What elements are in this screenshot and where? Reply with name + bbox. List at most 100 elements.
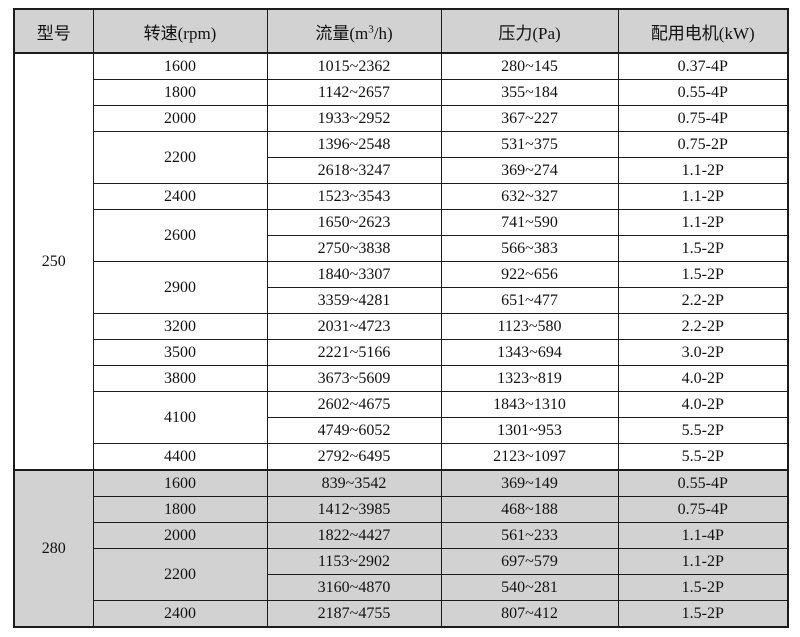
pressure-cell: 280~145 xyxy=(440,52,619,80)
header-flow: 流量(m3/h) xyxy=(266,8,442,54)
flow-cell: 2031~4723 xyxy=(266,313,442,340)
pressure-cell: 632~327 xyxy=(440,183,619,210)
flow-cell: 1840~3307 xyxy=(266,261,442,288)
table-row: 2200 1396~2548 531~375 0.75-2P xyxy=(14,131,789,184)
motor-cell: 0.37-4P xyxy=(617,52,789,80)
pressure-cell: 355~184 xyxy=(440,79,619,106)
pressure-cell: 1843~1310 xyxy=(440,391,619,418)
pressure-cell: 540~281 xyxy=(440,574,619,601)
pressure-cell: 531~375 xyxy=(440,131,619,158)
header-speed: 转速(rpm) xyxy=(92,8,268,54)
pressure-cell: 2123~1097 xyxy=(440,443,619,471)
motor-cell: 0.75-4P xyxy=(617,105,789,132)
flow-cell: 2792~6495 xyxy=(266,443,442,471)
flow-cell: 1933~2952 xyxy=(266,105,442,132)
pressure-cell: 468~188 xyxy=(440,496,619,523)
header-row: 型号 转速(rpm) 流量(m3/h) 压力(Pa) 配用电机(kW) xyxy=(13,8,789,54)
flow-cell: 2750~3838 xyxy=(266,235,442,262)
table-row: 2400 1523~3543 632~327 1.1-2P xyxy=(14,183,789,210)
pressure-cell: 651~477 xyxy=(440,287,619,314)
speed-cell: 4100 xyxy=(92,391,268,444)
speed-cell: 2900 xyxy=(92,261,268,314)
flow-cell: 2618~3247 xyxy=(266,157,442,184)
pressure-cell: 697~579 xyxy=(440,548,619,575)
model-cell: 250 xyxy=(13,52,94,471)
table-row: 2400 2187~4755 807~412 1.5-2P xyxy=(14,600,789,628)
motor-cell: 3.0-2P xyxy=(617,339,789,366)
speed-cell: 1800 xyxy=(92,79,268,106)
flow-cell: 4749~6052 xyxy=(266,417,442,444)
motor-cell: 1.5-2P xyxy=(617,235,789,262)
pressure-cell: 1301~953 xyxy=(440,417,619,444)
motor-cell: 1.5-2P xyxy=(617,261,789,288)
speed-cell: 1800 xyxy=(92,496,268,523)
motor-cell: 5.5-2P xyxy=(617,417,789,444)
table-row: 1800 1412~3985 468~188 0.75-4P xyxy=(14,496,789,523)
motor-cell: 1.5-2P xyxy=(617,600,789,628)
motor-cell: 0.75-2P xyxy=(617,131,789,158)
motor-cell: 1.1-2P xyxy=(617,209,789,236)
flow-cell: 2221~5166 xyxy=(266,339,442,366)
speed-cell: 2000 xyxy=(92,105,268,132)
pressure-cell: 1343~694 xyxy=(440,339,619,366)
table-row: 1800 1142~2657 355~184 0.55-4P xyxy=(14,79,789,106)
header-pressure: 压力(Pa) xyxy=(440,8,619,54)
flow-cell: 1396~2548 xyxy=(266,131,442,158)
pressure-cell: 1123~580 xyxy=(440,313,619,340)
motor-cell: 1.1-4P xyxy=(617,522,789,549)
motor-cell: 1.5-2P xyxy=(617,574,789,601)
table-row: 2000 1933~2952 367~227 0.75-4P xyxy=(14,105,789,132)
speed-cell: 1600 xyxy=(92,52,268,80)
motor-cell: 0.55-4P xyxy=(617,79,789,106)
pressure-cell: 367~227 xyxy=(440,105,619,132)
flow-cell: 839~3542 xyxy=(266,469,442,497)
flow-cell: 1142~2657 xyxy=(266,79,442,106)
flow-cell: 2187~4755 xyxy=(266,600,442,628)
flow-cell: 3359~4281 xyxy=(266,287,442,314)
table-row: 4400 2792~6495 2123~1097 5.5-2P xyxy=(14,443,789,471)
pressure-cell: 807~412 xyxy=(440,600,619,628)
header-flow-prefix: 流量(m xyxy=(315,23,369,43)
speed-cell: 3500 xyxy=(92,339,268,366)
flow-cell: 1015~2362 xyxy=(266,52,442,80)
table-row: 2750~3838 566~383 1.5-2P xyxy=(14,235,789,262)
motor-cell: 1.1-2P xyxy=(617,157,789,184)
table-row: 2000 1822~4427 561~233 1.1-4P xyxy=(14,522,789,549)
table-row: 3160~4870 540~281 1.5-2P xyxy=(14,574,789,601)
header-motor: 配用电机(kW) xyxy=(617,8,789,54)
header-model: 型号 xyxy=(13,8,94,54)
speed-cell: 2600 xyxy=(92,209,268,262)
table-row: 2600 1650~2623 741~590 1.1-2P xyxy=(14,209,789,262)
table-row: 3500 2221~5166 1343~694 3.0-2P xyxy=(14,339,789,366)
motor-cell: 4.0-2P xyxy=(617,365,789,392)
flow-cell: 1650~2623 xyxy=(266,209,442,236)
pressure-cell: 922~656 xyxy=(440,261,619,288)
pressure-cell: 566~383 xyxy=(440,235,619,262)
header-flow-superscript: 3 xyxy=(368,22,374,35)
motor-cell: 4.0-2P xyxy=(617,391,789,418)
table-row: 2200 1153~2902 697~579 1.1-2P xyxy=(14,548,789,601)
table-row: 4749~6052 1301~953 5.5-2P xyxy=(14,417,789,444)
flow-cell: 2602~4675 xyxy=(266,391,442,418)
table-header: 型号 转速(rpm) 流量(m3/h) 压力(Pa) 配用电机(kW) xyxy=(13,8,789,54)
table-row: 4100 2602~4675 1843~1310 4.0-2P xyxy=(14,391,789,444)
table-row: 250 1600 1015~2362 280~145 0.37-4P xyxy=(13,52,789,471)
table-body: 250 1600 1015~2362 280~145 0.37-4P 1800 1142~2… xyxy=(13,52,789,628)
pressure-cell: 369~149 xyxy=(440,469,619,497)
motor-cell: 0.75-4P xyxy=(617,496,789,523)
table-row: 3800 3673~5609 1323~819 4.0-2P xyxy=(14,365,789,392)
speed-cell: 4400 xyxy=(92,443,268,471)
flow-cell: 1412~3985 xyxy=(266,496,442,523)
pressure-cell: 561~233 xyxy=(440,522,619,549)
table-row: 2900 1840~3307 922~656 1.5-2P xyxy=(14,261,789,314)
flow-cell: 1523~3543 xyxy=(266,183,442,210)
flow-cell: 1153~2902 xyxy=(266,548,442,575)
speed-cell: 3800 xyxy=(92,365,268,392)
motor-cell: 5.5-2P xyxy=(617,443,789,471)
motor-cell: 1.1-2P xyxy=(617,183,789,210)
table-row: 2618~3247 369~274 1.1-2P xyxy=(14,157,789,184)
motor-cell: 1.1-2P xyxy=(617,548,789,575)
motor-cell: 2.2-2P xyxy=(617,287,789,314)
speed-cell: 2400 xyxy=(92,183,268,210)
flow-cell: 3673~5609 xyxy=(266,365,442,392)
